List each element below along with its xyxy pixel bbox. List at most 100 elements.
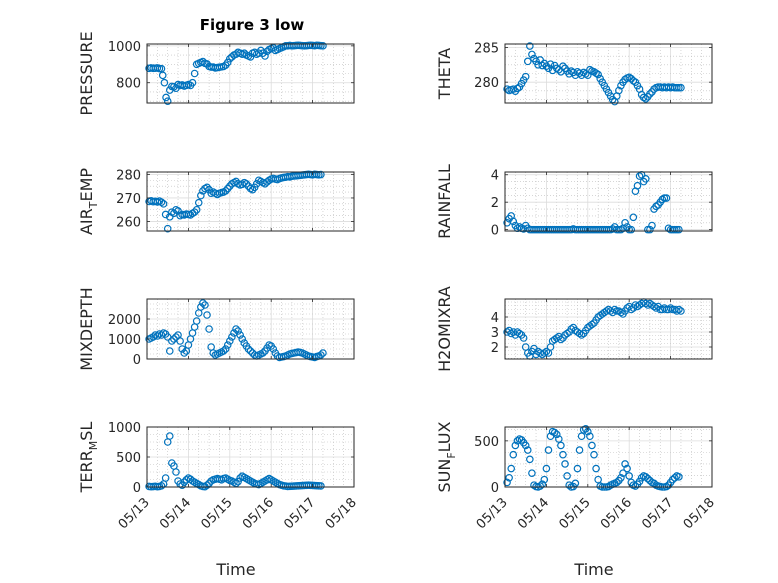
data-point bbox=[673, 307, 681, 315]
data-point bbox=[621, 460, 629, 468]
data-point bbox=[248, 185, 257, 194]
data-point bbox=[542, 62, 551, 71]
data-point bbox=[223, 341, 232, 349]
axes-frame bbox=[146, 298, 355, 360]
data-point bbox=[644, 225, 652, 234]
data-point bbox=[563, 329, 571, 338]
y-axis-label: RAINFALL bbox=[435, 164, 454, 239]
y-tick-label: 0 bbox=[133, 353, 141, 368]
data-point bbox=[515, 329, 524, 338]
data-point bbox=[246, 53, 255, 61]
data-point bbox=[162, 93, 170, 102]
data-point bbox=[509, 450, 518, 459]
data-point bbox=[161, 210, 170, 219]
axes-frame bbox=[504, 426, 713, 488]
data-point bbox=[168, 337, 176, 345]
x-tick-label: 05/16 bbox=[598, 495, 635, 532]
data-point bbox=[544, 64, 553, 73]
y-tick-label: 4 bbox=[491, 169, 499, 184]
data-point bbox=[575, 446, 584, 454]
data-point bbox=[660, 194, 669, 202]
data-point bbox=[677, 307, 685, 315]
data-point bbox=[536, 482, 544, 490]
y-tick-label: 2 bbox=[491, 341, 499, 356]
data-point bbox=[648, 221, 656, 230]
data-point bbox=[232, 325, 240, 333]
y-tick-label: 500 bbox=[474, 435, 499, 450]
data-point bbox=[159, 200, 168, 208]
data-point bbox=[573, 464, 582, 473]
y-tick-label: 1000 bbox=[108, 333, 141, 348]
y-tick-label: 500 bbox=[116, 451, 141, 466]
data-point bbox=[550, 428, 559, 437]
data-point bbox=[675, 305, 683, 314]
y-label-subscript: T bbox=[87, 201, 100, 209]
subplot-7: 0 500 1000 TERRMSL 05/13 05/14 05/15 05/16 05/17… bbox=[77, 421, 360, 532]
data-point bbox=[526, 455, 534, 464]
data-point bbox=[513, 84, 522, 93]
xlabel-right: Time bbox=[573, 560, 613, 579]
data-point bbox=[165, 347, 174, 355]
data-point bbox=[646, 225, 654, 234]
data-point bbox=[526, 42, 534, 50]
y-axis-label: THETA bbox=[435, 48, 454, 100]
data-point bbox=[505, 473, 513, 482]
data-point bbox=[319, 42, 327, 50]
data-point bbox=[544, 446, 553, 454]
y-label-part: TERR bbox=[77, 450, 96, 493]
data-point bbox=[259, 349, 267, 357]
data-point bbox=[317, 482, 325, 490]
data-point bbox=[161, 474, 170, 482]
data-point bbox=[552, 430, 561, 439]
data-point bbox=[507, 464, 516, 473]
data-point bbox=[172, 333, 180, 341]
y-tick-label: 0 bbox=[491, 481, 499, 496]
data-point bbox=[592, 69, 600, 77]
y-tick-label: 280 bbox=[116, 168, 141, 183]
data-point bbox=[188, 78, 197, 87]
data-point bbox=[629, 213, 638, 222]
data-point bbox=[199, 299, 207, 307]
data-point bbox=[612, 307, 621, 315]
axes-frame bbox=[146, 43, 355, 104]
data-point bbox=[172, 468, 180, 476]
x-tick-label: 05/15 bbox=[557, 495, 594, 532]
subplot-4: 0 2 4 RAINFALL bbox=[435, 164, 713, 239]
data-point bbox=[317, 351, 325, 359]
data-point bbox=[180, 349, 189, 357]
data-point bbox=[238, 335, 247, 343]
data-point bbox=[205, 325, 213, 333]
data-point bbox=[190, 208, 199, 216]
data-point bbox=[668, 475, 677, 484]
y-label-part: EMP bbox=[77, 168, 96, 202]
data-point bbox=[557, 441, 565, 450]
data-point bbox=[157, 481, 166, 490]
y-axis-label: H2OMIXRA bbox=[435, 286, 454, 372]
axes-frame bbox=[146, 171, 355, 232]
data-point bbox=[153, 332, 162, 340]
data-point bbox=[567, 325, 576, 333]
data-point bbox=[639, 93, 648, 102]
data-point bbox=[623, 464, 631, 473]
x-tick-label: 05/13 bbox=[116, 495, 153, 532]
data-point bbox=[561, 460, 569, 468]
data-point bbox=[563, 472, 571, 480]
subplot-5: 0 1000 2000 MIXDEPTH bbox=[77, 287, 355, 371]
figure-title: Figure 3 low bbox=[200, 16, 305, 34]
data-point bbox=[612, 478, 621, 487]
y-tick-label: 1000 bbox=[108, 40, 141, 55]
x-tick-label: 05/14 bbox=[515, 495, 552, 532]
data-point bbox=[246, 347, 255, 355]
data-point bbox=[228, 333, 236, 341]
x-tick-label: 05/17 bbox=[281, 495, 318, 532]
data-point bbox=[163, 224, 172, 233]
y-tick-label: 800 bbox=[116, 77, 141, 92]
axes-frame bbox=[504, 171, 713, 232]
data-point bbox=[226, 54, 234, 63]
data-point bbox=[577, 432, 586, 441]
data-point bbox=[163, 97, 172, 105]
data-point bbox=[158, 71, 167, 80]
data-point bbox=[627, 225, 636, 234]
